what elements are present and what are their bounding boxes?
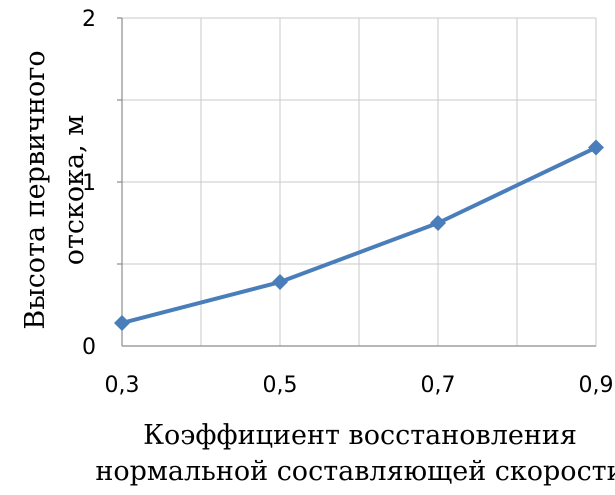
y-tick-label: 2 [82, 7, 96, 32]
grid [122, 17, 597, 346]
y-axis-label-line-2: отскока, м [59, 115, 90, 266]
data-point-marker [430, 215, 446, 231]
x-axis-label-line-2: нормальной составляющей скорости [95, 456, 615, 487]
series-line [121, 145, 597, 325]
x-tick-label: 0,7 [421, 373, 456, 398]
x-tick-label: 0,9 [579, 373, 614, 398]
y-axis-label-line-1: Высота первичного [20, 50, 51, 329]
series-layer [114, 139, 604, 332]
axes [117, 17, 596, 347]
x-tick-label: 0,3 [105, 373, 140, 398]
data-point-marker [114, 315, 130, 332]
x-tick-label: 0,5 [263, 373, 298, 398]
data-point-marker [272, 274, 288, 291]
y-tick-label: 1 [82, 171, 96, 196]
y-tick-label: 0 [82, 335, 96, 360]
x-axis-label-line-1: Коэффициент восстановления [143, 420, 577, 451]
tick-labels: 0,3 0,5 0,7 0,9 0 1 2 [82, 7, 614, 398]
data-point-marker [588, 139, 604, 156]
